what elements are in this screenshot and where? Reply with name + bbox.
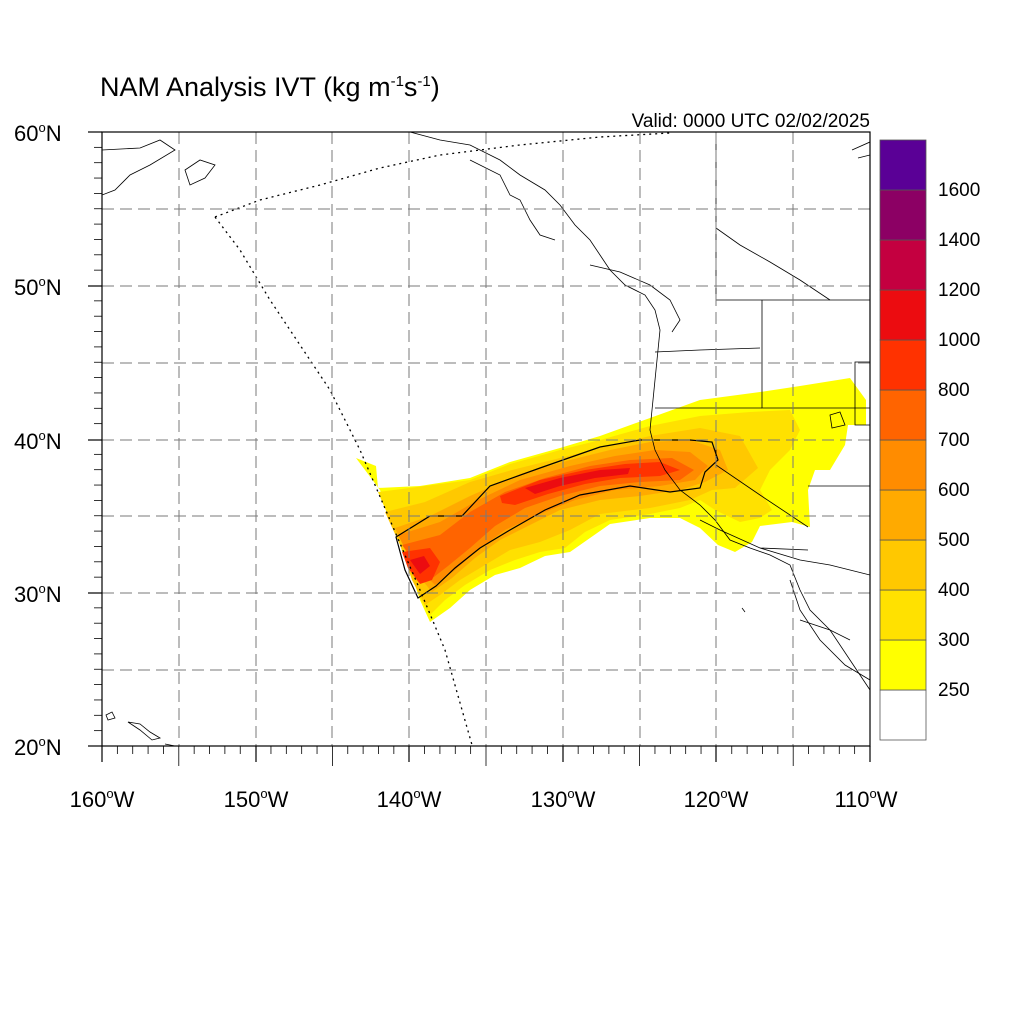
colorbar-swatch [879, 339, 927, 391]
lon-label-120w: 120oW [683, 786, 749, 812]
colorbar-label-250: 250 [938, 680, 970, 701]
colorbar [879, 139, 927, 741]
ivt-contours [395, 439, 719, 599]
lon-label-110w: 110oW [834, 786, 898, 812]
colorbar-swatch [879, 139, 927, 191]
colorbar-swatch [879, 189, 927, 241]
colorbar-swatch [879, 239, 927, 291]
colorbar-label-1000: 1000 [938, 330, 981, 351]
lat-label-30: 30oN [14, 581, 62, 607]
colorbar-label-1200: 1200 [938, 280, 981, 301]
minor-ticks [94, 146, 856, 766]
colorbar-swatch [879, 439, 927, 491]
lon-label-130w: 130oW [530, 786, 596, 812]
lat-label-60: 60oN [14, 120, 62, 146]
lat-label-50: 50oN [14, 274, 62, 300]
chart-title: NAM Analysis IVT (kg m-1s-1) [100, 72, 440, 102]
colorbar-swatch [879, 689, 927, 741]
lon-label-150w: 150oW [223, 786, 289, 812]
colorbar-swatch [879, 589, 927, 641]
major-ticks [88, 131, 871, 762]
colorbar-label-300: 300 [938, 630, 970, 651]
colorbar-swatch [879, 389, 927, 441]
colorbar-swatch [879, 539, 927, 591]
lat-label-20: 20oN [14, 734, 62, 760]
colorbar-label-600: 600 [938, 480, 970, 501]
valid-time: Valid: 0000 UTC 02/02/2025 [631, 111, 870, 132]
graticule [102, 132, 870, 746]
lon-label-160w: 160oW [69, 786, 135, 812]
lon-label-140w: 140oW [376, 786, 442, 812]
domain-boundary [214, 132, 671, 746]
colorbar-label-700: 700 [938, 430, 970, 451]
colorbar-label-1400: 1400 [938, 230, 981, 251]
colorbar-label-500: 500 [938, 530, 970, 551]
lat-label-40: 40oN [14, 428, 62, 454]
colorbar-label-800: 800 [938, 380, 970, 401]
colorbar-label-400: 400 [938, 580, 970, 601]
colorbar-swatch [879, 289, 927, 341]
colorbar-swatch [879, 489, 927, 541]
colorbar-label-1600: 1600 [938, 180, 981, 201]
colorbar-swatch [879, 639, 927, 691]
